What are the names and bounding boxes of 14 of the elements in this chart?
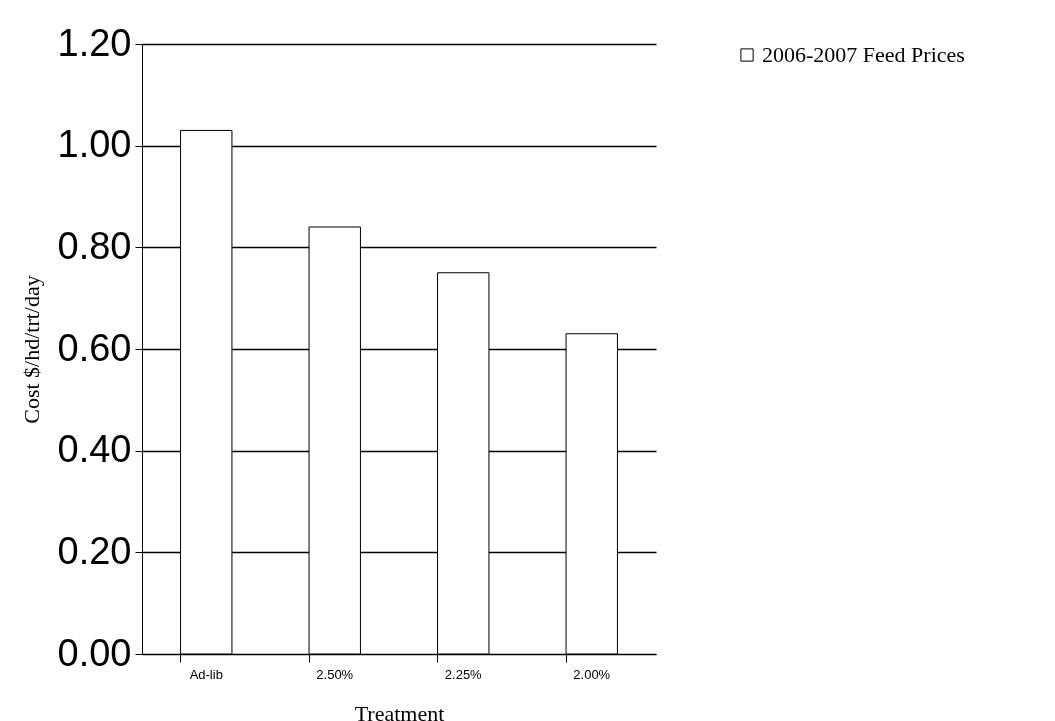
y-tick-label: 0.40 bbox=[57, 428, 132, 471]
x-tick-label: 2.25% bbox=[444, 666, 483, 682]
x-tick-label: Ad-lib bbox=[189, 666, 223, 682]
y-tick-label: 0.60 bbox=[57, 326, 132, 369]
y-tick-label: 0.20 bbox=[57, 529, 132, 572]
y-tick-label: 1.00 bbox=[57, 123, 132, 166]
x-axis-title: Treatment bbox=[354, 700, 445, 721]
x-tick-label: 2.50% bbox=[316, 666, 354, 682]
y-axis-title: Cost $/hd/trt/day bbox=[18, 275, 44, 424]
y-tick-label: 1.20 bbox=[57, 21, 132, 64]
y-tick-label: 0.80 bbox=[57, 224, 132, 267]
y-tick-label: 0.00 bbox=[57, 631, 132, 674]
x-tick-label: 2.00% bbox=[573, 666, 611, 682]
legend-label: 2006-2007 Feed Prices bbox=[762, 42, 965, 67]
